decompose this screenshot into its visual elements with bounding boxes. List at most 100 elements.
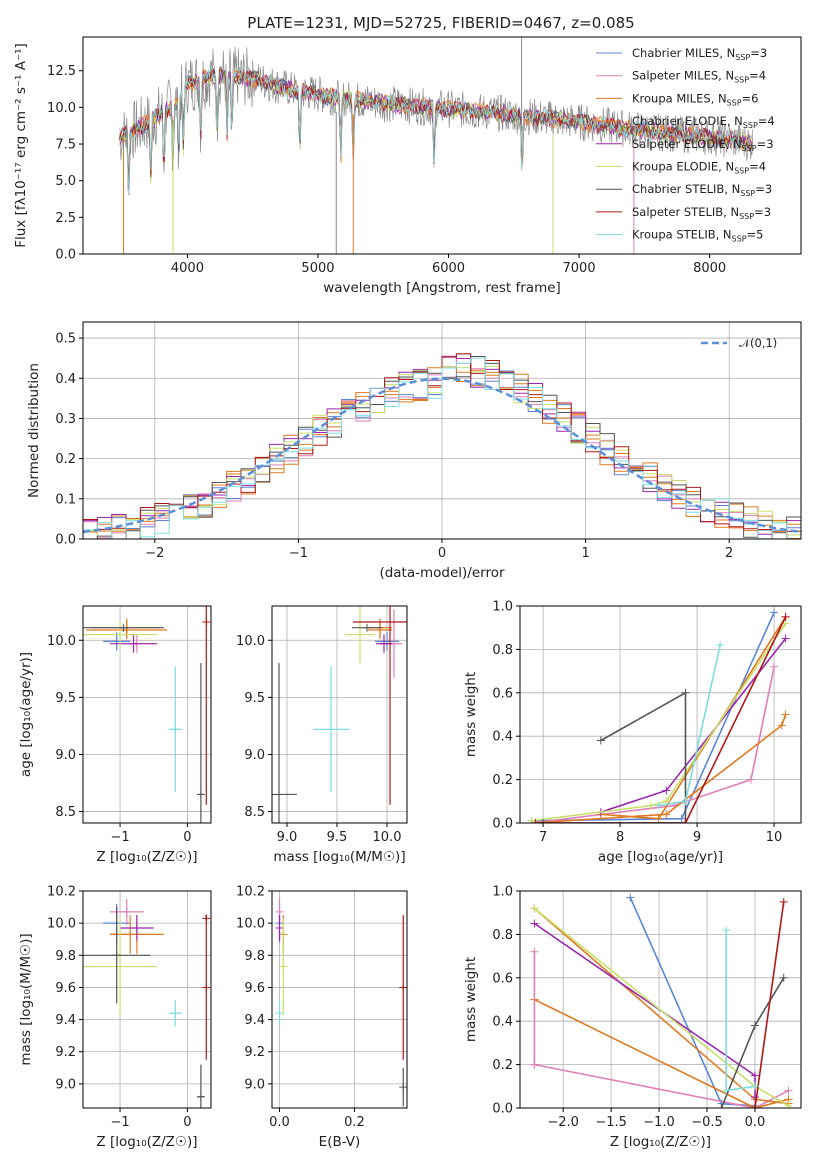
- tick-label-y: 1.0: [492, 600, 513, 615]
- legend-subscript: SSP: [732, 235, 747, 244]
- x-axis-label: E(B-V): [319, 1134, 361, 1150]
- weight-series-line: [531, 714, 787, 823]
- tick-label-x: 6000: [432, 261, 465, 276]
- weight-point-marker: [781, 612, 790, 621]
- data-point-marker: [122, 907, 131, 916]
- weight-point-marker: [530, 904, 539, 913]
- data-point-marker: [275, 907, 284, 916]
- plot-area: [527, 608, 790, 823]
- legend-subscript: SSP: [740, 189, 755, 198]
- age-vs-Z-panel: −1 0 8.5 9.0 9.5 10.0 Z [log₁₀(Z/Z☉)] age [log₁…: [18, 605, 212, 865]
- legend-name: Chabrier STELIB, N: [632, 182, 740, 196]
- legend-subscript: SSP: [739, 212, 754, 221]
- legend-name: Salpeter STELIB, N: [632, 205, 739, 219]
- tick-label-x: 0.2: [344, 1115, 365, 1130]
- residual-histogram: [83, 355, 801, 539]
- weight-point-marker: [677, 814, 686, 823]
- tick-label-y: 0.0: [492, 817, 513, 832]
- weight-point-marker: [681, 819, 690, 823]
- legend-tail: =3: [754, 205, 771, 219]
- plot-area: [83, 353, 801, 539]
- tick-label-x: 0.0: [745, 1115, 766, 1130]
- y-axis-label: Flux [fλ10⁻¹⁷ erg cm⁻² s⁻¹ A⁻¹]: [13, 43, 29, 248]
- weight-series-line: [535, 616, 787, 823]
- weight-series-line: [533, 907, 789, 1107]
- data-point-marker: [116, 962, 125, 971]
- data-point-marker: [202, 983, 211, 992]
- data-point-marker: [275, 1009, 284, 1018]
- tick-label-y: 9.8: [244, 949, 265, 964]
- tick-label-y: 8.5: [55, 805, 76, 820]
- legend-entry: Chabrier STELIB, NSSP=3: [632, 182, 772, 198]
- weight-point-marker: [530, 947, 539, 956]
- weight-point-marker: [779, 973, 788, 982]
- tick-label-y: 10.2: [236, 885, 265, 900]
- weight-series-line: [534, 1063, 789, 1108]
- legend-name: Kroupa MILES, N: [632, 91, 727, 105]
- plot-frame: [82, 890, 212, 1109]
- tick-label-x: 0: [183, 830, 191, 845]
- weight-series-line: [533, 907, 789, 1105]
- weight-point-marker: [646, 801, 655, 810]
- weight-point-marker: [722, 926, 731, 935]
- figure-title: PLATE=1231, MJD=52725, FIBERID=0467, z=0…: [247, 14, 634, 32]
- legend-name: Kroupa ELODIE, N: [632, 160, 734, 174]
- age-vs-mass-panel: 9.0 9.5 10.0 8.5 9.0 9.5 10.0 mass [log₁₀(M/M☉)…: [236, 605, 408, 865]
- weight-series-line: [754, 901, 785, 1108]
- data-point-marker: [196, 790, 205, 799]
- y-axis-label: mass weight: [463, 672, 479, 757]
- tick-label-y: 10.0: [236, 634, 265, 649]
- data-point-marker: [126, 930, 135, 939]
- tick-label-y: 0.0: [492, 1102, 513, 1117]
- data-point-marker: [399, 983, 407, 992]
- tick-label-x: 8000: [693, 261, 726, 276]
- x-axis-label: age [log₁₀(age/yr)]: [598, 849, 723, 865]
- tick-label-y: 9.6: [55, 981, 76, 996]
- weight-point-marker: [750, 1021, 759, 1030]
- weight-point-marker: [530, 919, 539, 928]
- tick-label-y: 0.0: [55, 248, 76, 263]
- legend-name: Chabrier ELODIE, N: [632, 114, 743, 128]
- weight-point-marker: [781, 634, 790, 643]
- tick-label-y: 0.2: [492, 773, 513, 788]
- tick-label-y: 9.8: [55, 949, 76, 964]
- tick-label-y: 12.5: [47, 64, 76, 79]
- tick-label-y: 10.2: [47, 885, 76, 900]
- weight-point-marker: [722, 1086, 731, 1095]
- tick-label-y: 0.0: [55, 533, 76, 548]
- tick-label-x: 9.0: [277, 830, 298, 845]
- legend-name: Salpeter MILES, N: [632, 69, 734, 83]
- data-point-marker: [386, 617, 394, 626]
- tick-label-y: 9.5: [244, 691, 265, 706]
- tick-label-x: −0.5: [691, 1115, 723, 1130]
- legend-subscript: SSP: [735, 53, 750, 62]
- y-axis-label: mass weight: [463, 957, 479, 1042]
- weight-point-marker: [750, 1104, 759, 1108]
- plot-area: [119, 37, 754, 254]
- weight-point-marker: [784, 1086, 793, 1095]
- tick-label-y: 5.0: [55, 174, 76, 189]
- weight-point-marker: [654, 801, 663, 810]
- x-axis-label: Z [log₁₀(Z/Z☉)]: [96, 849, 197, 865]
- plot-frame: [271, 890, 408, 1109]
- legend-name: Kroupa STELIB, N: [632, 228, 732, 242]
- legend-entry: Kroupa STELIB, NSSP=5: [632, 228, 763, 244]
- weight-point-marker: [750, 1093, 759, 1102]
- observed-spectrum-line: [119, 46, 754, 191]
- legend-entry: Kroupa MILES, NSSP=6: [632, 91, 758, 107]
- weight-series-line: [531, 666, 775, 823]
- tick-label-x: 0: [183, 1115, 191, 1130]
- plot-frame: [271, 605, 408, 824]
- tick-label-x: −2.0: [547, 1115, 579, 1130]
- legend-subscript: SSP: [734, 76, 749, 85]
- weight-series-line: [658, 644, 721, 807]
- tick-label-y: 9.5: [55, 691, 76, 706]
- tick-label-y: 9.4: [244, 1013, 265, 1028]
- legend-entry: Salpeter MILES, NSSP=4: [632, 69, 766, 85]
- legend-subscript: SSP: [734, 167, 749, 176]
- legend-subscript: SSP: [727, 98, 742, 107]
- plot-frame: [82, 36, 802, 255]
- tick-label-y: 0.4: [492, 730, 513, 745]
- tick-label-x: 4000: [171, 261, 204, 276]
